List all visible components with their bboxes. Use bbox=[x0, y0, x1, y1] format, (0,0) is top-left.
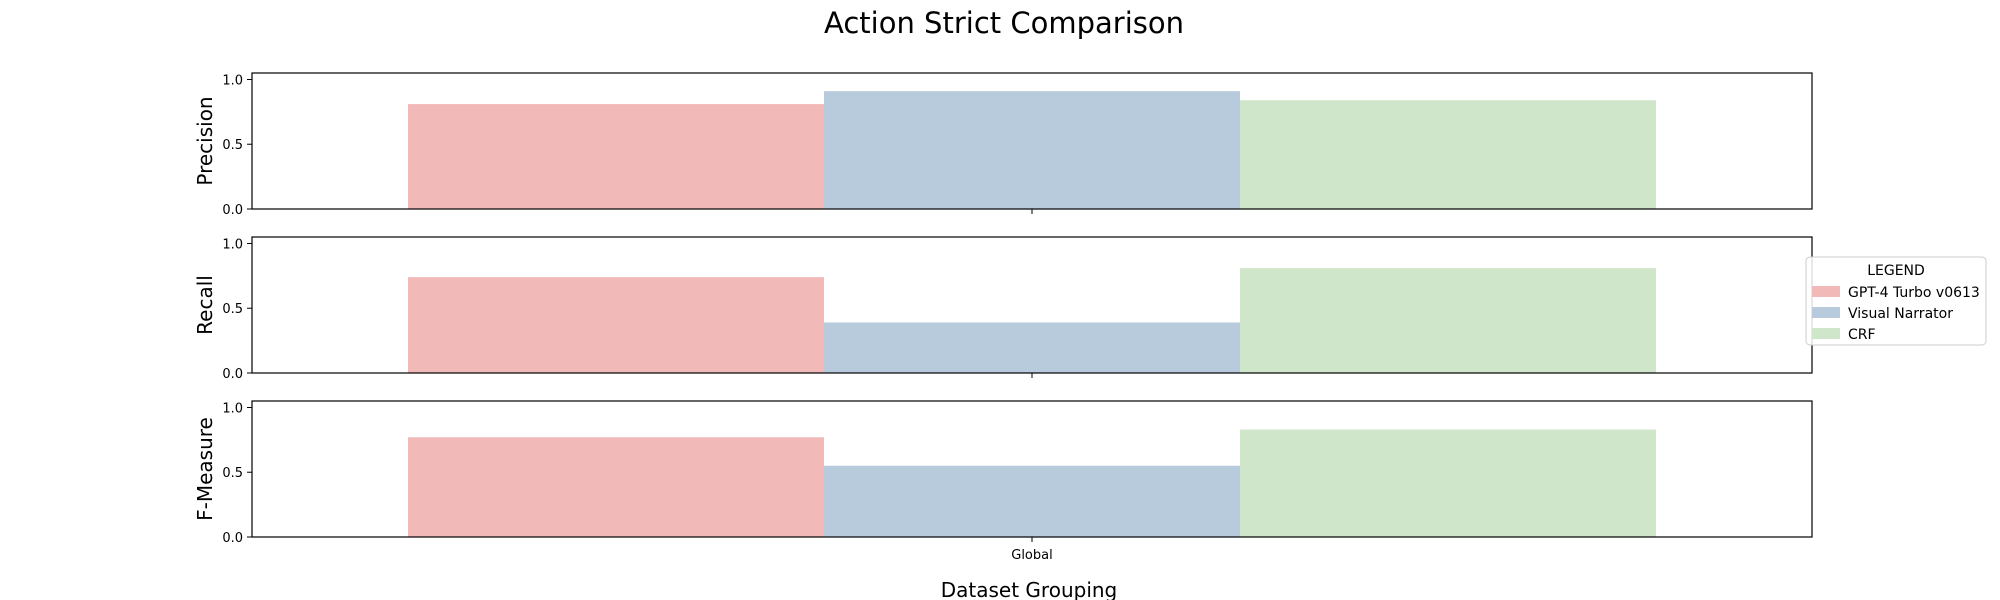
chart-title: Action Strict Comparison bbox=[824, 6, 1184, 40]
y-tick-label: 0.5 bbox=[222, 466, 243, 481]
y-tick-label: 0.5 bbox=[222, 302, 243, 317]
bar-f-measure-visual-narrator bbox=[824, 465, 1240, 537]
legend-title: LEGEND bbox=[1867, 263, 1925, 279]
y-tick-label: 1.0 bbox=[222, 237, 243, 252]
legend-swatch bbox=[1812, 328, 1840, 339]
panel-f-measure: 0.0 0.5 1.0 Global F-Measure bbox=[193, 400, 1813, 563]
legend-swatch bbox=[1812, 286, 1840, 297]
y-tick-label: 0.5 bbox=[222, 138, 243, 153]
x-axis-label: Dataset Grouping bbox=[941, 578, 1118, 600]
bar-recall-crf bbox=[1240, 268, 1656, 373]
y-tick-label: 0.0 bbox=[222, 367, 243, 382]
y-axis-label-precision: Precision bbox=[193, 96, 217, 185]
bar-recall-gpt-4-turbo-v0613 bbox=[408, 277, 824, 373]
y-tick-label: 1.0 bbox=[222, 73, 243, 88]
bar-precision-gpt-4-turbo-v0613 bbox=[408, 104, 824, 209]
bar-f-measure-crf bbox=[1240, 429, 1656, 537]
y-axis-label-recall: Recall bbox=[193, 275, 217, 335]
y-tick-label: 1.0 bbox=[222, 401, 243, 416]
bar-precision-visual-narrator bbox=[824, 91, 1240, 209]
y-tick-label: 0.0 bbox=[222, 203, 243, 218]
y-tick-label: 0.0 bbox=[222, 531, 243, 546]
legend-entry: GPT-4 Turbo v0613 bbox=[1848, 285, 1980, 301]
legend-box bbox=[1805, 256, 1987, 346]
legend-swatch bbox=[1812, 307, 1840, 318]
panel-recall: 0.0 0.5 1.0 Recall bbox=[193, 236, 1813, 382]
x-tick-label: Global bbox=[1011, 548, 1052, 563]
legend-entry: Visual Narrator bbox=[1848, 306, 1953, 322]
bar-f-measure-gpt-4-turbo-v0613 bbox=[408, 437, 824, 537]
panel-precision: 0.0 0.5 1.0 Precision bbox=[193, 72, 1813, 218]
legend-entry: CRF bbox=[1848, 327, 1876, 343]
bar-recall-visual-narrator bbox=[824, 322, 1240, 373]
bar-precision-crf bbox=[1240, 100, 1656, 209]
y-axis-label-f-measure: F-Measure bbox=[193, 417, 217, 521]
